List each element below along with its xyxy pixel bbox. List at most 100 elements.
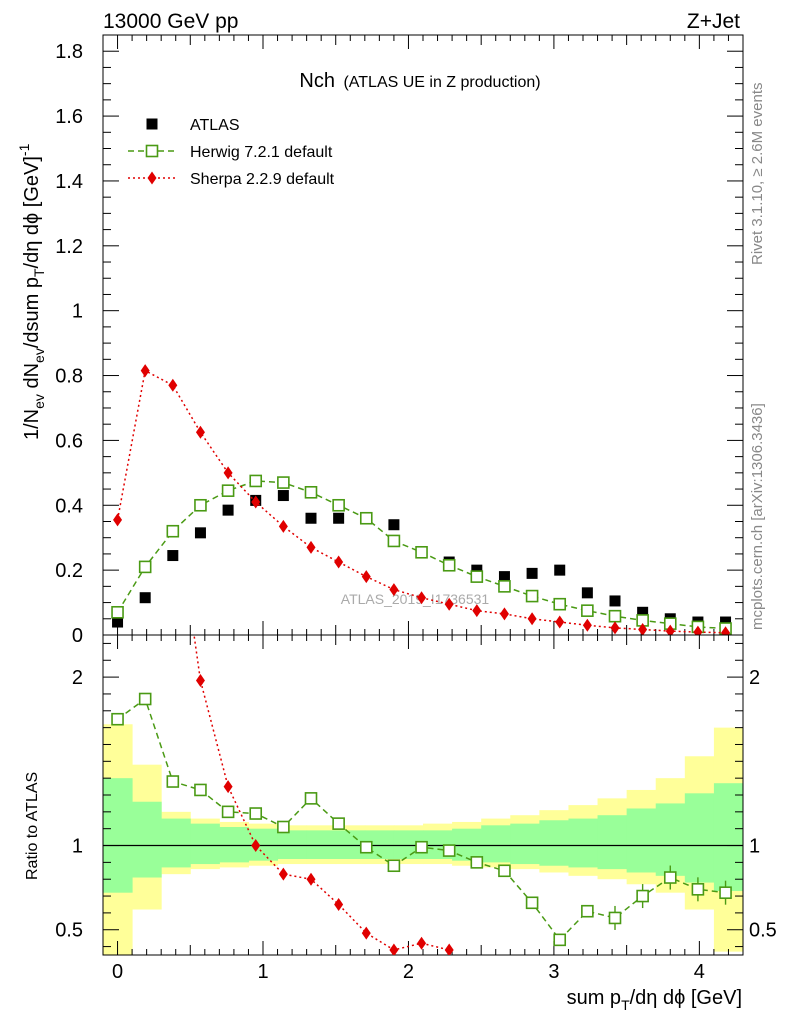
data-point [251,495,261,509]
data-point [195,425,205,439]
ratio-point [553,933,567,947]
data-point [388,519,400,531]
legend-marker [146,118,158,130]
ratio-point [223,780,233,794]
ratio-point [277,820,290,834]
data-point [471,564,483,576]
data-point [442,558,456,572]
ratio-tick-label: 0.5 [749,920,777,942]
data-point [112,616,124,628]
series-1 [111,474,732,635]
y-tick-label: 1.6 [55,106,83,128]
ratio-point [138,692,152,706]
data-point [720,616,732,628]
data-point [415,545,428,559]
ratio-point [334,897,344,911]
data-point [139,592,151,604]
ratio-point [389,943,399,955]
data-point [525,589,539,603]
data-point [334,555,344,569]
data-point [361,570,371,584]
ratio-point [691,883,705,896]
ratio-series-2 [193,635,454,955]
ratio-point [444,943,454,955]
ratio-point [249,807,263,820]
ratio-tick-label: 2 [72,667,83,689]
data-point [693,625,703,635]
data-point [167,550,179,562]
ratio-point [417,936,427,950]
ratio-point [166,775,180,788]
ratio-tick-label: 1 [749,836,760,858]
x-tick-label: 0 [112,961,123,983]
data-point [581,587,593,599]
ratio-point [581,904,594,918]
data-point [140,364,150,378]
data-point [637,606,649,618]
data-point [498,571,510,583]
ratio-point [221,805,235,819]
data-point [168,378,178,392]
y-tick-label: 1.4 [55,171,83,193]
ratio-point [415,840,428,854]
rivet-label: Rivet 3.1.10, ≥ 2.6M events [749,83,766,266]
data-point [444,597,454,611]
data-point [304,485,318,499]
x-tick-label: 3 [548,961,559,983]
ratio-point [525,896,539,910]
ratio-band-stat [597,815,628,870]
data-point [305,512,317,524]
ratio-band-stat [626,808,657,873]
data-point [553,597,567,611]
ratio-point [719,886,732,899]
ratio-point [304,792,318,805]
ratio-point [195,673,205,687]
data-point [665,624,675,635]
ratio-band-stat [713,783,744,891]
ratio-band-stat [684,793,715,883]
y-tick-label: 0.2 [55,560,83,582]
data-point [221,484,235,497]
ratio-point [498,864,511,878]
data-point [387,534,401,548]
data-point [470,570,484,583]
data-point [555,615,565,629]
ratio-point [361,926,371,940]
series-2 [113,364,731,635]
data-point [138,560,152,574]
y-tick-label: 1.8 [55,41,83,63]
data-point [359,511,373,525]
ratio-series-1 [111,692,732,947]
legend-marker [145,144,159,158]
legend-label: Sherpa 2.2.9 default [190,171,335,188]
data-point [332,498,345,512]
process-label: Z+Jet [687,10,740,33]
ratio-point [194,783,207,797]
data-point [527,612,537,626]
data-point [111,605,124,619]
ratio-band-stat [568,818,599,868]
data-point [278,519,288,533]
data-point [333,512,345,524]
ratio-band-stat [655,803,686,876]
ratio-band-stat [190,823,220,865]
ratio-line [193,635,450,951]
ratio-point [470,856,484,869]
y-tick-label: 0.8 [55,366,83,388]
ratio-point [332,817,345,830]
data-point [277,490,289,502]
data-point [554,564,566,576]
data-point [223,466,233,480]
ratio-band-stat [161,818,191,868]
data-point [610,621,620,635]
ratio-tick-label: 1 [72,836,83,858]
data-point [581,604,594,617]
data-point [498,580,511,593]
y-tick-label: 0.6 [55,430,83,452]
data-point [609,595,621,607]
data-point [472,604,482,618]
data-point [306,540,316,554]
ratio-tick-label: 2 [749,667,760,689]
ratio-band-stat [219,827,249,863]
